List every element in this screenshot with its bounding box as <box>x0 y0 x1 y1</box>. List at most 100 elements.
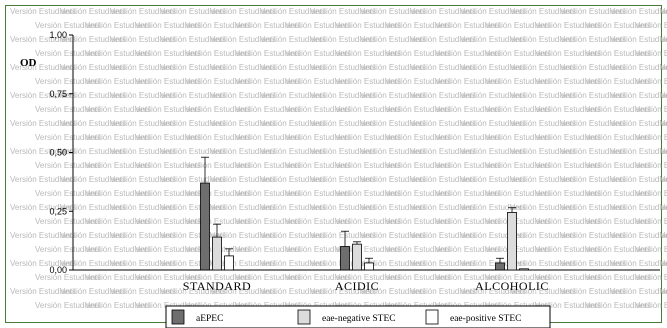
watermark-text: Versión Estudiantil <box>460 175 526 184</box>
watermark-text: Versión Estudiantil <box>310 63 376 72</box>
watermark-text: Versión Estudiantil <box>85 49 151 58</box>
legend-box <box>165 305 551 328</box>
watermark-text: Versión Estudiantil <box>460 91 526 100</box>
watermark-text: Versión Estudiantil <box>435 49 501 58</box>
watermark-text: Versión Estudiantil <box>185 161 251 170</box>
watermark-text: Versión Estudiantil <box>235 133 301 142</box>
watermark-text: Versión Estudiantil <box>560 287 626 296</box>
watermark-text: Versión Estudiantil <box>385 133 451 142</box>
watermark-text: Versión Estudiantil <box>510 35 576 44</box>
watermark-text: Versión Estudiantil <box>210 119 276 128</box>
watermark-text: Versión Estudiantil <box>435 273 501 282</box>
watermark-text: Versión Estudiantil <box>660 203 667 212</box>
watermark-text: Versión Estudiantil <box>210 35 276 44</box>
watermark-text: Versión Estudiantil <box>260 147 326 156</box>
watermark-text: Versión Estudiantil <box>410 147 476 156</box>
bar <box>364 262 374 271</box>
watermark-text: Versión Estudiantil <box>385 161 451 170</box>
watermark-text: Versión Estudiantil <box>135 273 201 282</box>
watermark-text: Versión Estudiantil <box>110 7 176 16</box>
watermark-text: Versión Estudiantil <box>235 273 301 282</box>
watermark-text: Versión Estudiantil <box>360 259 426 268</box>
watermark-text: Versión Estudiantil <box>535 273 601 282</box>
watermark-text: Versión Estudiantil <box>35 189 101 198</box>
watermark-text: Versión Estudiantil <box>360 175 426 184</box>
watermark-text: Versión Estudiantil <box>210 147 276 156</box>
watermark-text: Versión Estudiantil <box>210 287 276 296</box>
watermark-text: Versión Estudiantil <box>435 21 501 30</box>
watermark-text: Versión Estudiantil <box>160 7 226 16</box>
watermark-text: Versión Estudiantil <box>460 203 526 212</box>
watermark-text: Versión Estudiantil <box>210 91 276 100</box>
watermark-text: Versión Estudiantil <box>435 161 501 170</box>
watermark-text: Versión Estudiantil <box>335 189 401 198</box>
category-labels: STANDARD ACIDIC ALCOHOLIC <box>183 279 549 293</box>
watermark-text: Versión Estudiantil <box>85 217 151 226</box>
watermark-text: Versión Estudiantil <box>485 77 551 86</box>
watermark-text: Versión Estudiantil <box>160 287 226 296</box>
watermark-text: Versión Estudiantil <box>35 49 101 58</box>
watermark-text: Versión Estudiantil <box>360 287 426 296</box>
watermark-text: Versión Estudiantil <box>310 7 376 16</box>
watermark-text: Versión Estudiantil <box>660 287 667 296</box>
watermark-text: Versión Estudiantil <box>585 273 651 282</box>
y-tick-label: 0,75 <box>49 89 67 99</box>
watermark-text: Versión Estudiantil <box>310 287 376 296</box>
watermark-text: Versión Estudiantil <box>135 245 201 254</box>
y-tick-label: 0,25 <box>49 206 67 216</box>
watermark-text: Versión Estudiantil <box>235 245 301 254</box>
watermark-text: Versión Estudiantil <box>660 119 667 128</box>
watermark-text: Versión Estudiantil <box>435 77 501 86</box>
watermark-text: Versión Estudiantil <box>135 77 201 86</box>
watermark-text: Versión Estudiantil <box>610 7 667 16</box>
watermark-text: Versión Estudiantil <box>35 161 101 170</box>
watermark-text: Versión Estudiantil <box>185 49 251 58</box>
bar <box>224 255 234 271</box>
watermark-text: Versión Estudiantil <box>10 119 76 128</box>
watermark-text: Versión Estudiantil <box>110 203 176 212</box>
watermark-text: Versión Estudiantil <box>610 203 667 212</box>
watermark-text: Versión Estudiantil <box>635 21 667 30</box>
watermark-text: Versión Estudiantil <box>10 287 76 296</box>
watermark-layer: Versión Estudiantil Versión Estudiantil Ve… <box>10 7 667 310</box>
watermark-text: Versión Estudiantil <box>560 7 626 16</box>
watermark-text: Versión Estudiantil <box>60 287 126 296</box>
y-tick-label: 0,00 <box>49 265 67 275</box>
watermark-text: Versión Estudiantil <box>560 91 626 100</box>
watermark-text: Versión Estudiantil <box>460 259 526 268</box>
watermark-text: Versión Estudiantil <box>385 245 451 254</box>
watermark-text: Versión Estudiantil <box>160 175 226 184</box>
watermark-text: Versión Estudiantil <box>210 7 276 16</box>
watermark-text: Versión Estudiantil <box>610 35 667 44</box>
watermark-text: Versión Estudiantil <box>110 91 176 100</box>
watermark-text: Versión Estudiantil <box>160 35 226 44</box>
watermark-text: Versión Estudiantil <box>635 189 667 198</box>
watermark-text: Versión Estudiantil <box>110 175 176 184</box>
category-label: STANDARD <box>183 279 251 293</box>
watermark-text: Versión Estudiantil <box>585 21 651 30</box>
watermark-text: Versión Estudiantil <box>585 77 651 86</box>
watermark-text: Versión Estudiantil <box>185 189 251 198</box>
watermark-text: Versión Estudiantil <box>460 147 526 156</box>
watermark-text: Versión Estudiantil <box>110 63 176 72</box>
watermark-text: Versión Estudiantil <box>360 7 426 16</box>
watermark-text: Versión Estudiantil <box>110 287 176 296</box>
watermark-text: Versión Estudiantil <box>510 91 576 100</box>
watermark-text: Versión Estudiantil <box>635 301 667 310</box>
watermark-text: Versión Estudiantil <box>285 273 351 282</box>
y-axis-label: OD <box>20 57 37 69</box>
watermark-text: Versión Estudiantil <box>260 287 326 296</box>
watermark-text: Versión Estudiantil <box>335 217 401 226</box>
watermark-text: Versión Estudiantil <box>360 35 426 44</box>
watermark-text: Versión Estudiantil <box>335 245 401 254</box>
watermark-text: Versión Estudiantil <box>285 77 351 86</box>
watermark-text: Versión Estudiantil <box>260 203 326 212</box>
watermark-text: Versión Estudiantil <box>435 133 501 142</box>
watermark-text: Versión Estudiantil <box>160 231 226 240</box>
watermark-text: Versión Estudiantil <box>310 119 376 128</box>
legend-swatch <box>297 309 311 325</box>
watermark-text: Versión Estudiantil <box>385 105 451 114</box>
watermark-text: Versión Estudiantil <box>560 63 626 72</box>
watermark-text: Versión Estudiantil <box>185 77 251 86</box>
watermark-text: Versión Estudiantil <box>35 133 101 142</box>
